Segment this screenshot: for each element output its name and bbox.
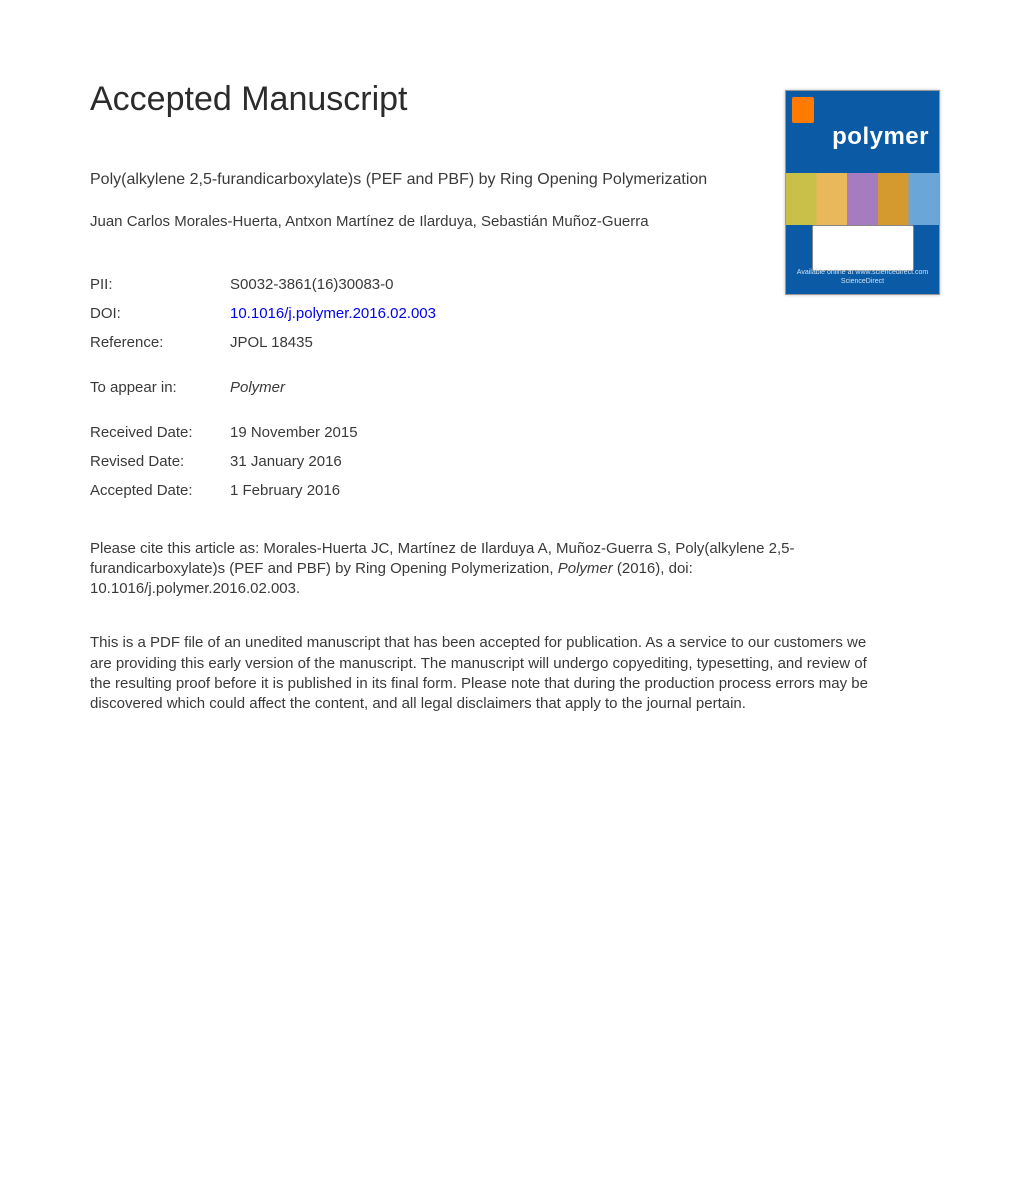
reference-label: Reference: <box>90 328 230 357</box>
dates-table: Received Date: 19 November 2015 Revised … <box>90 418 358 505</box>
appear-in-label: To appear in: <box>90 373 230 402</box>
cover-art-panel <box>812 225 914 271</box>
doi-link[interactable]: 10.1016/j.polymer.2016.02.003 <box>230 305 436 322</box>
author-list: Juan Carlos Morales-Huerta, Antxon Martí… <box>90 213 730 230</box>
accepted-date-label: Accepted Date: <box>90 476 230 505</box>
metadata-table: PII: S0032-3861(16)30083-0 DOI: 10.1016/… <box>90 270 436 357</box>
article-title: Poly(alkylene 2,5-furandicarboxylate)s (… <box>90 169 710 191</box>
revised-date-label: Revised Date: <box>90 447 230 476</box>
appear-in-table: To appear in: Polymer <box>90 373 285 402</box>
cover-footer-text: Available online at www.sciencedirect.co… <box>786 269 939 286</box>
publisher-logo-icon <box>792 97 814 123</box>
cover-journal-name: polymer <box>832 123 929 151</box>
cover-art-strip <box>786 173 939 225</box>
received-date-label: Received Date: <box>90 418 230 447</box>
pii-value: S0032-3861(16)30083-0 <box>230 270 436 299</box>
citation-text: Please cite this article as: Morales-Hue… <box>90 539 890 600</box>
revised-date-value: 31 January 2016 <box>230 447 358 476</box>
journal-cover-thumbnail: polymer Available online at www.scienced… <box>785 90 940 295</box>
received-date-value: 19 November 2015 <box>230 418 358 447</box>
pii-label: PII: <box>90 270 230 299</box>
reference-value: JPOL 18435 <box>230 328 436 357</box>
doi-label: DOI: <box>90 299 230 328</box>
citation-journal: Polymer <box>558 560 613 577</box>
disclaimer-text: This is a PDF file of an unedited manusc… <box>90 633 890 714</box>
appear-in-value: Polymer <box>230 373 285 402</box>
accepted-date-value: 1 February 2016 <box>230 476 358 505</box>
